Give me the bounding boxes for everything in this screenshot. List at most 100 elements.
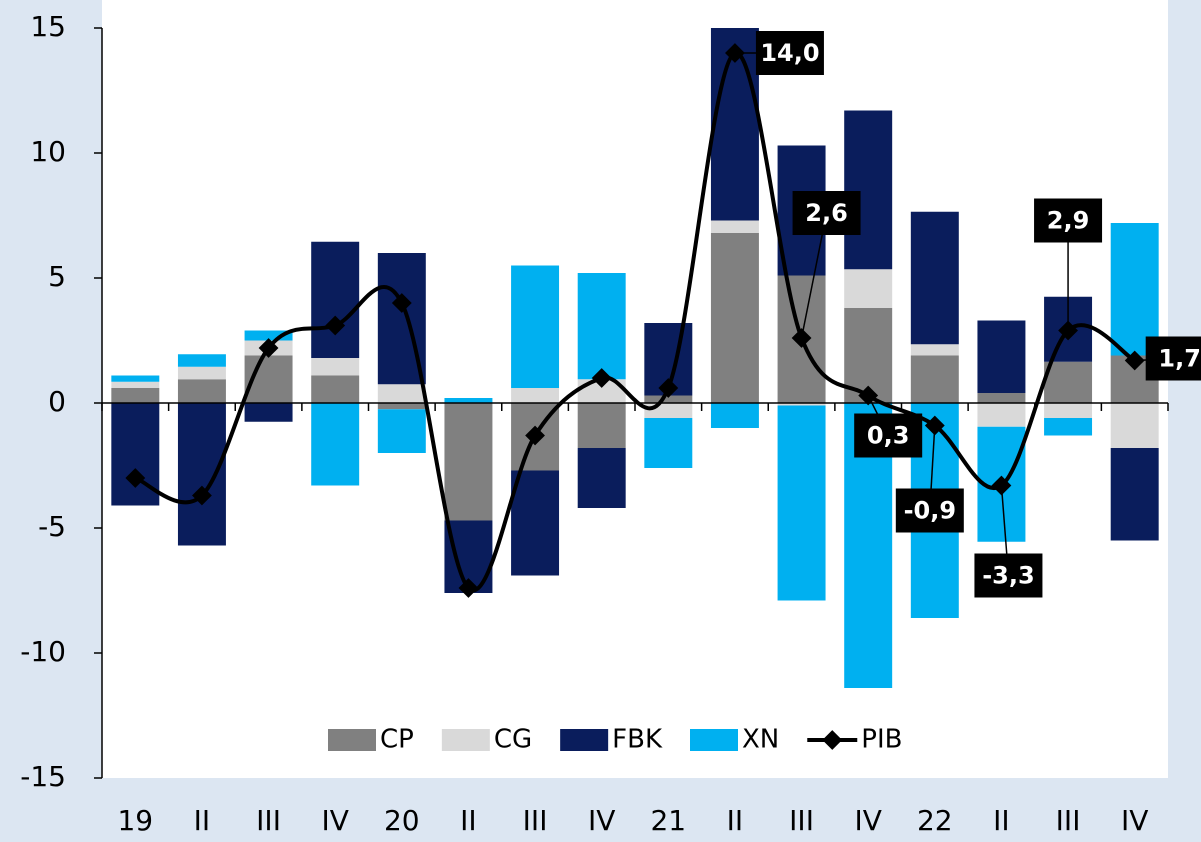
data-label: -3,3 [982, 562, 1034, 590]
x-tick-label: III [523, 804, 548, 837]
bar [910, 355, 959, 403]
bar [1044, 418, 1093, 436]
bar [311, 241, 360, 358]
bar [910, 344, 959, 356]
bar [577, 448, 626, 508]
y-tick-label: 10 [30, 135, 66, 168]
bar [777, 405, 826, 601]
label-box [1145, 336, 1201, 381]
x-tick-label: IV [854, 804, 881, 837]
marker [391, 293, 412, 313]
x-tick-label: II [460, 804, 477, 837]
bar [1044, 403, 1093, 418]
legend-swatch [690, 729, 738, 751]
legend-swatch [560, 729, 609, 751]
bar [1110, 223, 1159, 356]
y-tick-label: 5 [48, 260, 66, 293]
bar [644, 403, 693, 418]
bar [311, 375, 360, 403]
bar [111, 375, 160, 382]
y-tick-label: 15 [30, 10, 66, 43]
bar [977, 320, 1026, 393]
label-box [1034, 198, 1103, 243]
y-tick-label: -5 [38, 510, 66, 543]
bar [177, 403, 226, 546]
data-label: 2,9 [1047, 207, 1090, 235]
bar [577, 403, 626, 448]
x-tick-label: III [1056, 804, 1081, 837]
label-box [974, 553, 1043, 598]
bar [244, 330, 293, 341]
x-tick-label: III [789, 804, 814, 837]
bar [444, 403, 493, 521]
legend-label: PIB [861, 725, 902, 755]
x-tick-label: 22 [917, 804, 953, 837]
label-box [895, 488, 964, 533]
marker [658, 378, 679, 398]
marker [591, 368, 612, 388]
y-tick-label: -15 [20, 760, 66, 793]
data-label: -0,9 [904, 497, 956, 525]
bar [511, 470, 560, 576]
bar [111, 381, 160, 388]
bar [844, 110, 893, 270]
x-tick-label: II [993, 804, 1010, 837]
data-label: 2,6 [805, 199, 848, 227]
bars [111, 28, 1159, 688]
bar [710, 233, 759, 403]
marker [458, 578, 479, 598]
y-tick-label: -10 [20, 635, 66, 668]
bar [1110, 403, 1159, 448]
bar [777, 403, 826, 406]
bar [377, 409, 426, 453]
bar [910, 211, 959, 345]
bar [644, 395, 693, 403]
legend-marker [822, 730, 843, 750]
bar [111, 388, 160, 403]
bar [577, 273, 626, 380]
legend-label: XN [742, 725, 779, 755]
legend-swatch [441, 729, 490, 751]
bar [977, 393, 1026, 403]
x-tick-label: II [194, 804, 211, 837]
bar [710, 220, 759, 233]
bar [710, 403, 759, 428]
label-box [755, 31, 824, 75]
data-label: 14,0 [760, 39, 819, 67]
bar [511, 265, 560, 388]
y-tick-label: 0 [48, 385, 66, 418]
bar [311, 358, 360, 376]
legend-label: CG [494, 725, 532, 755]
marker [325, 315, 346, 336]
bar [511, 388, 560, 403]
bar [644, 418, 693, 468]
bar [444, 398, 493, 403]
legend-swatch [328, 729, 376, 751]
bar [844, 269, 893, 308]
data-label: 0,3 [867, 422, 910, 450]
bar [977, 403, 1026, 427]
bar [377, 403, 426, 410]
bar [177, 379, 226, 403]
bar [377, 384, 426, 403]
x-tick-label: IV [588, 804, 615, 837]
x-tick-label: 20 [384, 804, 420, 837]
marker [192, 485, 212, 506]
bar [244, 403, 293, 422]
bar [311, 403, 360, 486]
bar [1044, 361, 1093, 403]
x-tick-label: II [727, 804, 744, 837]
label-box [792, 191, 861, 235]
x-tick-label: 21 [650, 804, 686, 837]
x-tick-label: IV [1121, 804, 1148, 837]
data-label: 1,7 [1158, 345, 1201, 373]
marker [258, 338, 279, 358]
legend-label: CP [380, 725, 414, 755]
bar [177, 354, 226, 367]
x-tick-label: IV [321, 804, 348, 837]
x-tick-label: III [256, 804, 281, 837]
legend-label: FBK [612, 725, 663, 755]
